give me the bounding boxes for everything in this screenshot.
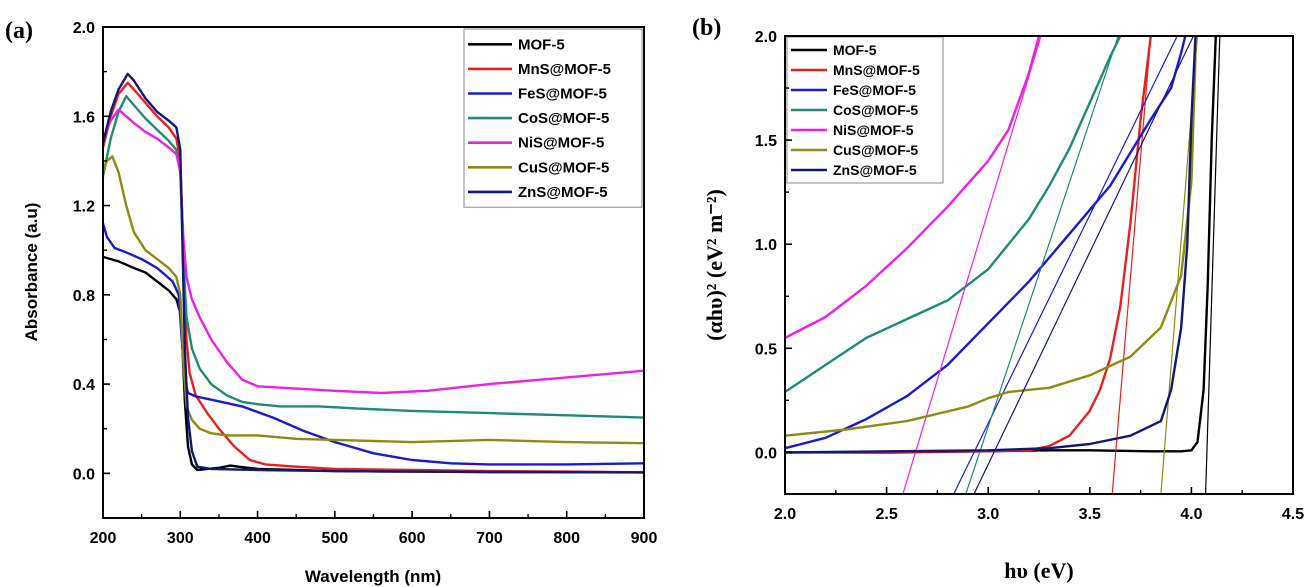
panel-b-legend-label-cos-mof-5: CoS@MOF-5 xyxy=(833,102,918,118)
panel-a-series-line-fes-mof-5 xyxy=(101,223,645,466)
panel-a-x-axis-label: Wavelength (nm) xyxy=(305,567,441,586)
panel-b-legend-label-mns-mof-5: MnS@MOF-5 xyxy=(833,62,920,78)
panel-b-legend-label-nis-mof-5: NiS@MOF-5 xyxy=(833,122,914,138)
panel-b-x-tick-label: 4.5 xyxy=(1282,506,1304,523)
panel-a-y-axis-label: Absorbance (a.u) xyxy=(22,203,41,342)
panel-b-legend-label-zns-mof-5: ZnS@MOF-5 xyxy=(833,162,917,178)
panel-a-series-line-cus-mof-5 xyxy=(101,155,645,445)
panel-a-absorbance-chart: (a) MOF-5 MnS@MOF-5 FeS@MOF-5 CoS@MOF-5 NiS@… xyxy=(5,18,657,586)
panel-b-tauc-plot: (b) MOF-5 MnS@MOF-5 FeS@MOF-5 CoS@MOF-5 NiS@… xyxy=(692,15,1304,583)
panel-a-legend: MOF-5 MnS@MOF-5 FeS@MOF-5 CoS@MOF-5 NiS@MOF-… xyxy=(463,28,643,208)
panel-b-tangent-line-mof-5 xyxy=(1205,36,1221,494)
panel-b-tangent-line-zns-mof-5 xyxy=(973,36,1194,494)
panel-b-legend-label-fes-mof-5: FeS@MOF-5 xyxy=(833,82,916,98)
panel-a-x-tick-label: 900 xyxy=(631,530,658,547)
panel-b-x-ticks: 2.0 2.5 3.0 3.5 4.0 4.5 xyxy=(774,487,1304,523)
panel-a-x-tick-label: 200 xyxy=(90,530,117,547)
panel-a-series-line-mns-mof-5 xyxy=(101,81,645,474)
panel-a-series-line-nis-mof-5 xyxy=(101,108,645,395)
panel-a-legend-label-fes-mof-5: FeS@MOF-5 xyxy=(518,86,607,103)
panel-a-y-tick-label: 1.6 xyxy=(73,109,95,126)
panel-b-legend-label-cus-mof-5: CuS@MOF-5 xyxy=(833,142,918,158)
panel-a-legend-box xyxy=(463,28,643,208)
panel-a-y-tick-label: 0.4 xyxy=(73,377,95,394)
panel-a-x-tick-label: 400 xyxy=(244,530,271,547)
panel-b-y-tick-label: 0.0 xyxy=(755,445,777,462)
panel-b-series-line-zns-mof-5 xyxy=(785,36,1197,454)
panel-a-legend-label-zns-mof-5: ZnS@MOF-5 xyxy=(518,184,608,201)
panel-b-legend-label-mof-5: MOF-5 xyxy=(833,42,877,58)
panel-a-x-ticks: 200 300 400 500 600 700 800 900 xyxy=(90,511,658,547)
panel-b-tangent-line-fes-mof-5 xyxy=(953,36,1178,494)
panel-a-y-tick-label: 0.8 xyxy=(73,288,95,305)
panel-b-x-tick-label: 2.0 xyxy=(774,506,796,523)
panel-b-y-tick-label: 1.0 xyxy=(755,237,777,254)
panel-a-legend-label-nis-mof-5: NiS@MOF-5 xyxy=(518,135,604,152)
panel-b-series-line-fes-mof-5 xyxy=(785,36,1187,450)
panel-b-tangent-line-mns-mof-5 xyxy=(1111,36,1152,494)
panel-a-x-tick-label: 500 xyxy=(322,530,349,547)
panel-b-y-axis-label: (αhυ)² (eV² m⁻²) xyxy=(702,189,727,341)
panel-a-y-ticks: 0.0 0.4 0.8 1.2 1.6 2.0 xyxy=(73,20,110,519)
panel-b-series-line-cos-mof-5 xyxy=(785,36,1122,393)
panel-a-y-tick-label: 1.2 xyxy=(73,199,95,216)
panel-b-x-tick-label: 4.0 xyxy=(1180,506,1202,523)
panel-a-series-line-cos-mof-5 xyxy=(101,95,645,419)
panel-b-y-tick-label: 2.0 xyxy=(755,29,777,46)
panel-b-x-tick-label: 3.0 xyxy=(977,506,999,523)
panel-a-y-tick-label: 0.0 xyxy=(73,466,95,483)
panel-a-legend-label-cus-mof-5: CuS@MOF-5 xyxy=(518,159,609,176)
panel-b-series-line-cus-mof-5 xyxy=(785,56,1197,437)
panel-a-series-group xyxy=(101,72,645,474)
panel-a-x-tick-label: 700 xyxy=(476,530,503,547)
panel-a-x-tick-label: 300 xyxy=(167,530,194,547)
panel-b-series-line-mns-mof-5 xyxy=(785,36,1152,454)
panel-a-x-tick-label: 800 xyxy=(553,530,580,547)
panel-a-legend-label-mof-5: MOF-5 xyxy=(518,36,565,53)
panel-b-x-tick-label: 2.5 xyxy=(875,506,897,523)
panel-b-y-ticks: 0.0 0.5 1.0 1.5 2.0 xyxy=(755,29,792,462)
panel-a-y-tick-label: 2.0 xyxy=(73,20,95,37)
panel-a-series-line-zns-mof-5 xyxy=(101,72,645,474)
panel-b-y-tick-label: 0.5 xyxy=(755,341,777,358)
panel-b-label: (b) xyxy=(692,15,721,41)
panel-a-label: (a) xyxy=(5,18,33,44)
panel-b-series-group xyxy=(785,36,1221,494)
panel-b-legend: MOF-5 MnS@MOF-5 FeS@MOF-5 CoS@MOF-5 NiS@MOF-… xyxy=(786,36,944,184)
panel-a-x-tick-label: 600 xyxy=(399,530,426,547)
panel-b-y-tick-label: 1.5 xyxy=(755,133,777,150)
panel-b-x-axis-label: hυ (eV) xyxy=(1004,558,1073,583)
panel-b-x-tick-label: 3.5 xyxy=(1079,506,1101,523)
panel-b-series-line-nis-mof-5 xyxy=(785,36,1041,339)
panel-a-legend-label-mns-mof-5: MnS@MOF-5 xyxy=(518,61,611,78)
panel-b-tangent-line-cos-mof-5 xyxy=(965,36,1119,494)
panel-a-legend-label-cos-mof-5: CoS@MOF-5 xyxy=(518,110,609,127)
